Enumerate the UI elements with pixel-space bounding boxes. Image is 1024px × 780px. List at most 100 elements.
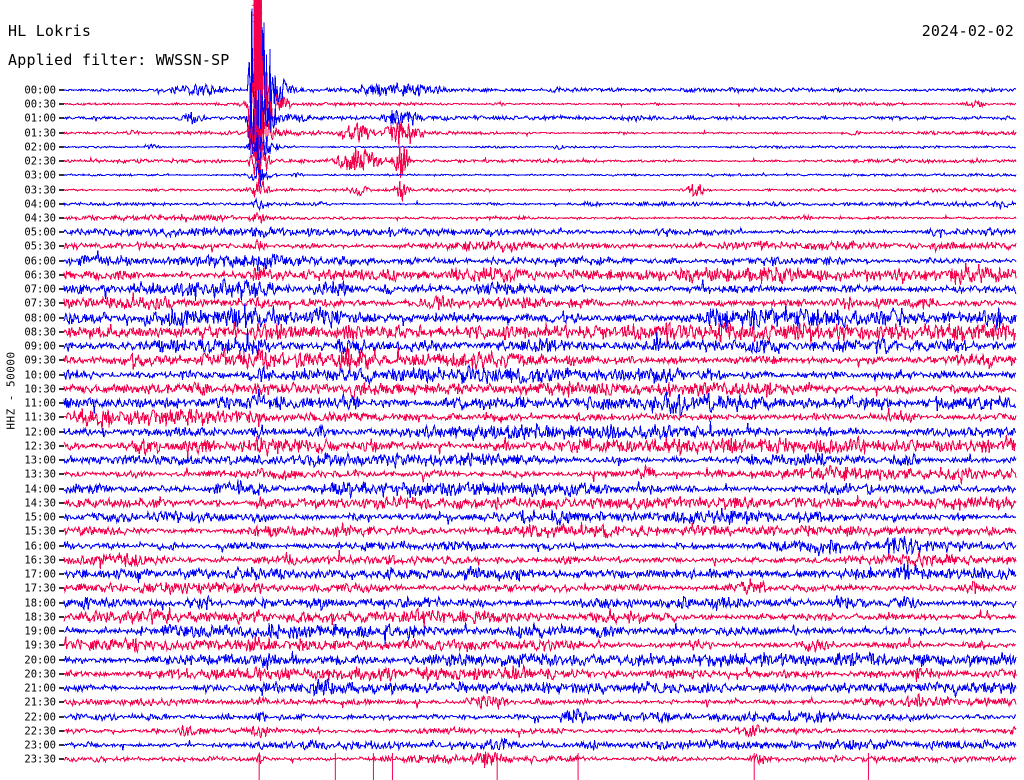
time-tick-label-1300: 13:00 [24, 455, 56, 467]
trace-0600 [63, 250, 1017, 272]
date-label: 2024-02-02 [921, 22, 1014, 40]
trace-1930 [63, 636, 1017, 654]
time-tick-label-0500: 05:00 [24, 227, 56, 239]
time-tick-label-1630: 16:30 [24, 555, 56, 567]
time-tick-label-0300: 03:00 [24, 170, 56, 182]
trace-2130 [63, 692, 1017, 710]
station-name: HL Lokris [8, 22, 92, 40]
time-tick-label-2230: 22:30 [24, 726, 56, 738]
time-tick-label-1100: 11:00 [24, 398, 56, 410]
time-tick-label-1900: 19:00 [24, 626, 56, 638]
trace-2200 [63, 708, 1017, 724]
time-tick-label-0730: 07:30 [24, 298, 56, 310]
trace-2000 [63, 651, 1017, 670]
time-tick-label-0600: 06:00 [24, 256, 56, 268]
time-tick-label-1000: 10:00 [24, 370, 56, 382]
trace-2030 [63, 664, 1017, 683]
trace-0630 [63, 262, 1017, 286]
trace-1100 [63, 388, 1017, 417]
trace-2300 [63, 737, 1017, 752]
time-tick-label-0930: 09:30 [24, 355, 56, 367]
trace-0930 [63, 346, 1017, 374]
trace-0700 [63, 277, 1017, 301]
trace-1630 [63, 549, 1017, 569]
time-tick-label-0900: 09:00 [24, 341, 56, 353]
trace-1700 [63, 563, 1017, 584]
time-tick-label-2000: 20:00 [24, 655, 56, 667]
trace-1400 [63, 479, 1017, 499]
time-tick-label-1500: 15:00 [24, 512, 56, 524]
trace-2230 [63, 724, 1017, 739]
trace-1730 [63, 578, 1017, 595]
trace-0800 [63, 303, 1017, 331]
time-tick-label-2200: 22:00 [24, 712, 56, 724]
y-axis-ticks: 00:00 00:30 01:00 01:30 02:00 02:30 03:00 03:30… [24, 85, 64, 766]
trace-0200 [63, 131, 1017, 172]
time-tick-label-0630: 06:30 [24, 270, 56, 282]
trace-1530 [63, 522, 1017, 540]
time-tick-label-0130: 01:30 [24, 128, 56, 140]
time-tick-label-0230: 02:30 [24, 156, 56, 168]
time-tick-label-2100: 21:00 [24, 683, 56, 695]
trace-0900 [63, 328, 1017, 356]
trace-1800 [63, 594, 1017, 612]
time-tick-label-1600: 16:00 [24, 541, 56, 553]
trace-0530 [63, 238, 1017, 254]
trace-1500 [63, 508, 1017, 526]
trace-1430 [63, 494, 1017, 512]
trace-1030 [63, 380, 1017, 402]
trace-0500 [63, 226, 1017, 239]
time-tick-label-1400: 14:00 [24, 484, 56, 496]
trace-0430 [63, 211, 1017, 224]
time-tick-label-0430: 04:30 [24, 213, 56, 225]
time-tick-label-1200: 12:00 [24, 427, 56, 439]
time-tick-label-1330: 13:30 [24, 469, 56, 481]
trace-0830 [63, 321, 1017, 348]
trace-0100 [63, 56, 1017, 165]
time-tick-label-0800: 08:00 [24, 313, 56, 325]
trace-0130 [63, 108, 1017, 157]
time-tick-label-0330: 03:30 [24, 185, 56, 197]
trace-2100 [63, 677, 1017, 698]
time-tick-label-2330: 23:30 [24, 754, 56, 766]
time-tick-label-2130: 21:30 [24, 697, 56, 709]
trace-0330 [63, 178, 1017, 202]
time-tick-label-0700: 07:00 [24, 284, 56, 296]
time-tick-label-0200: 02:00 [24, 142, 56, 154]
time-tick-label-1700: 17:00 [24, 569, 56, 581]
trace-2330 [63, 751, 1017, 769]
trace-0400 [63, 197, 1017, 212]
time-tick-label-0830: 08:30 [24, 327, 56, 339]
time-tick-label-0100: 01:00 [24, 113, 56, 125]
applied-filter-label: Applied filter: WWSSN-SP [8, 51, 230, 69]
trace-0000 [63, 8, 1017, 187]
time-tick-label-0530: 05:30 [24, 241, 56, 253]
trace-0730 [63, 292, 1017, 311]
time-tick-label-2300: 23:00 [24, 740, 56, 752]
trace-1830 [63, 607, 1017, 628]
time-tick-label-1030: 10:30 [24, 384, 56, 396]
time-tick-label-1130: 11:30 [24, 412, 56, 424]
trace-1000 [63, 364, 1017, 386]
trace-1200 [63, 421, 1017, 441]
time-tick-label-1430: 14:30 [24, 498, 56, 510]
trace-1230 [63, 434, 1017, 458]
trace-0230 [63, 142, 1017, 179]
trace-1600 [63, 536, 1017, 557]
trace-1130 [63, 407, 1017, 430]
time-tick-label-0400: 04:00 [24, 199, 56, 211]
time-tick-label-1230: 12:30 [24, 441, 56, 453]
time-tick-label-2030: 20:30 [24, 669, 56, 681]
time-tick-label-1530: 15:30 [24, 526, 56, 538]
trace-1900 [63, 622, 1017, 645]
trace-1330 [63, 464, 1017, 485]
time-tick-label-1930: 19:30 [24, 640, 56, 652]
time-tick-label-1800: 18:00 [24, 598, 56, 610]
time-tick-label-1730: 17:30 [24, 583, 56, 595]
major-event-overflow [251, 0, 264, 91]
trace-0300 [63, 163, 1017, 182]
time-tick-label-1830: 18:30 [24, 612, 56, 624]
trace-1300 [63, 451, 1017, 469]
